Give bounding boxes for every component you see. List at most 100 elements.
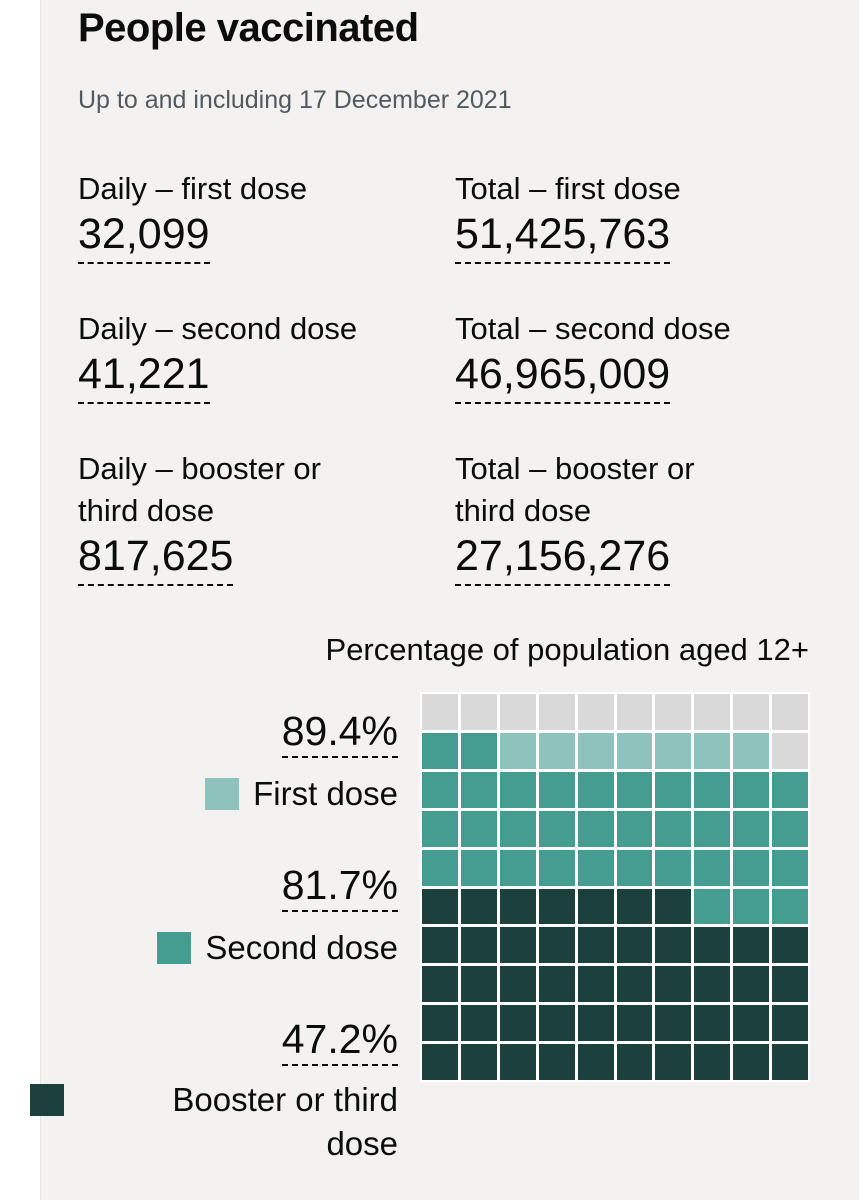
- waffle-cell-booster: [694, 1005, 731, 1042]
- metric-value[interactable]: 51,425,763: [455, 210, 671, 264]
- metric-label: third dose: [78, 493, 215, 528]
- waffle-cell-empty: [460, 694, 497, 730]
- waffle-cell-second: [616, 771, 653, 808]
- waffle-cell-booster: [655, 927, 692, 964]
- waffle-cell-booster: [422, 1005, 458, 1042]
- metric-total-first: Total – first dose 51,425,763: [455, 168, 681, 264]
- waffle-cell-first: [616, 732, 653, 769]
- waffle-cell-second: [733, 888, 770, 925]
- waffle-cell-booster: [538, 1005, 575, 1042]
- waffle-cell-booster: [655, 888, 692, 925]
- legend-swatch-first: [205, 778, 240, 810]
- metric-value[interactable]: 41,221: [78, 350, 210, 404]
- waffle-cell-booster: [694, 1044, 731, 1080]
- waffle-cell-booster: [577, 927, 614, 964]
- waffle-cell-booster: [499, 1044, 536, 1080]
- waffle-cell-booster: [460, 1005, 497, 1042]
- waffle-cell-second: [616, 849, 653, 886]
- metric-label: third dose: [455, 493, 592, 528]
- second-dose-percentage[interactable]: 81.7%: [281, 862, 398, 912]
- metric-daily-second: Daily – second dose 41,221: [78, 308, 357, 404]
- waffle-cell-second: [694, 888, 731, 925]
- booster-dose-percentage-value: 47.2%: [281, 1016, 398, 1066]
- waffle-cell-second: [772, 771, 808, 808]
- waffle-cell-booster: [616, 888, 653, 925]
- waffle-cell-empty: [538, 694, 575, 730]
- metric-label: Daily – first dose: [78, 171, 308, 206]
- waffle-cell-second: [499, 810, 536, 847]
- waffle-cell-second: [772, 810, 808, 847]
- page-subtitle: Up to and including 17 December 2021: [78, 86, 512, 114]
- waffle-cell-booster: [772, 1005, 808, 1042]
- waffle-cell-booster: [422, 927, 458, 964]
- waffle-cell-booster: [422, 1044, 458, 1080]
- metric-daily-booster: Daily – booster or third dose 817,625: [78, 448, 321, 586]
- legend-label-booster-line2: dose: [326, 1125, 398, 1162]
- first-dose-percentage[interactable]: 89.4%: [281, 708, 398, 758]
- waffle-cell-first: [577, 732, 614, 769]
- waffle-cell-empty: [499, 694, 536, 730]
- metric-total-second: Total – second dose 46,965,009: [455, 308, 731, 404]
- waffle-cell-booster: [655, 1044, 692, 1080]
- metric-label: Total – second dose: [455, 311, 731, 346]
- waffle-cell-second: [577, 771, 614, 808]
- page-title: People vaccinated: [78, 6, 419, 50]
- chart-title: Percentage of population aged 12+: [325, 632, 809, 667]
- metric-label: Total – booster or: [455, 451, 695, 486]
- waffle-cell-booster: [538, 1044, 575, 1080]
- waffle-cell-second: [733, 849, 770, 886]
- metric-value[interactable]: 46,965,009: [455, 350, 671, 404]
- metric-value[interactable]: 32,099: [78, 210, 210, 264]
- waffle-cell-empty: [733, 694, 770, 730]
- waffle-cell-empty: [694, 694, 731, 730]
- waffle-cell-booster: [616, 966, 653, 1003]
- waffle-cell-booster: [772, 927, 808, 964]
- waffle-cell-booster: [422, 888, 458, 925]
- waffle-cell-booster: [733, 927, 770, 964]
- waffle-cell-booster: [460, 927, 497, 964]
- waffle-cell-empty: [616, 694, 653, 730]
- waffle-cell-second: [733, 810, 770, 847]
- waffle-cell-second: [655, 849, 692, 886]
- waffle-cell-booster: [772, 966, 808, 1003]
- waffle-cell-booster: [616, 1005, 653, 1042]
- metric-daily-first: Daily – first dose 32,099: [78, 168, 307, 264]
- waffle-cell-booster: [422, 966, 458, 1003]
- metric-value[interactable]: 817,625: [78, 532, 234, 586]
- metric-value[interactable]: 27,156,276: [455, 532, 671, 586]
- waffle-cell-second: [655, 810, 692, 847]
- second-dose-percentage-value: 81.7%: [281, 862, 398, 912]
- waffle-cell-first: [538, 732, 575, 769]
- waffle-cell-booster: [577, 1044, 614, 1080]
- waffle-cell-booster: [499, 927, 536, 964]
- metric-label: Total – first dose: [455, 171, 681, 206]
- waffle-cell-booster: [772, 1044, 808, 1080]
- waffle-cell-booster: [577, 888, 614, 925]
- booster-dose-percentage[interactable]: 47.2%: [281, 1016, 398, 1066]
- waffle-cell-booster: [499, 1005, 536, 1042]
- waffle-cell-second: [422, 771, 458, 808]
- waffle-cell-booster: [538, 927, 575, 964]
- waffle-cell-second: [577, 849, 614, 886]
- waffle-cell-booster: [460, 888, 497, 925]
- waffle-cell-second: [772, 888, 808, 925]
- metric-label: Daily – second dose: [78, 311, 358, 346]
- first-dose-percentage-value: 89.4%: [281, 708, 398, 758]
- waffle-cell-second: [460, 732, 497, 769]
- legend-swatch-second: [157, 932, 192, 964]
- waffle-cell-booster: [538, 888, 575, 925]
- waffle-cell-booster: [733, 966, 770, 1003]
- waffle-cell-first: [733, 732, 770, 769]
- waffle-cell-second: [772, 849, 808, 886]
- waffle-cell-booster: [616, 1044, 653, 1080]
- waffle-cell-second: [538, 810, 575, 847]
- waffle-cell-booster: [655, 1005, 692, 1042]
- waffle-cell-second: [538, 771, 575, 808]
- waffle-cell-second: [422, 732, 458, 769]
- legend-booster-dose: Booster or third dose: [30, 1078, 398, 1166]
- waffle-cell-booster: [616, 927, 653, 964]
- waffle-cell-second: [616, 810, 653, 847]
- waffle-cell-booster: [733, 1005, 770, 1042]
- legend-label-first: First dose: [253, 775, 398, 812]
- legend-first-dose: First dose: [205, 772, 398, 816]
